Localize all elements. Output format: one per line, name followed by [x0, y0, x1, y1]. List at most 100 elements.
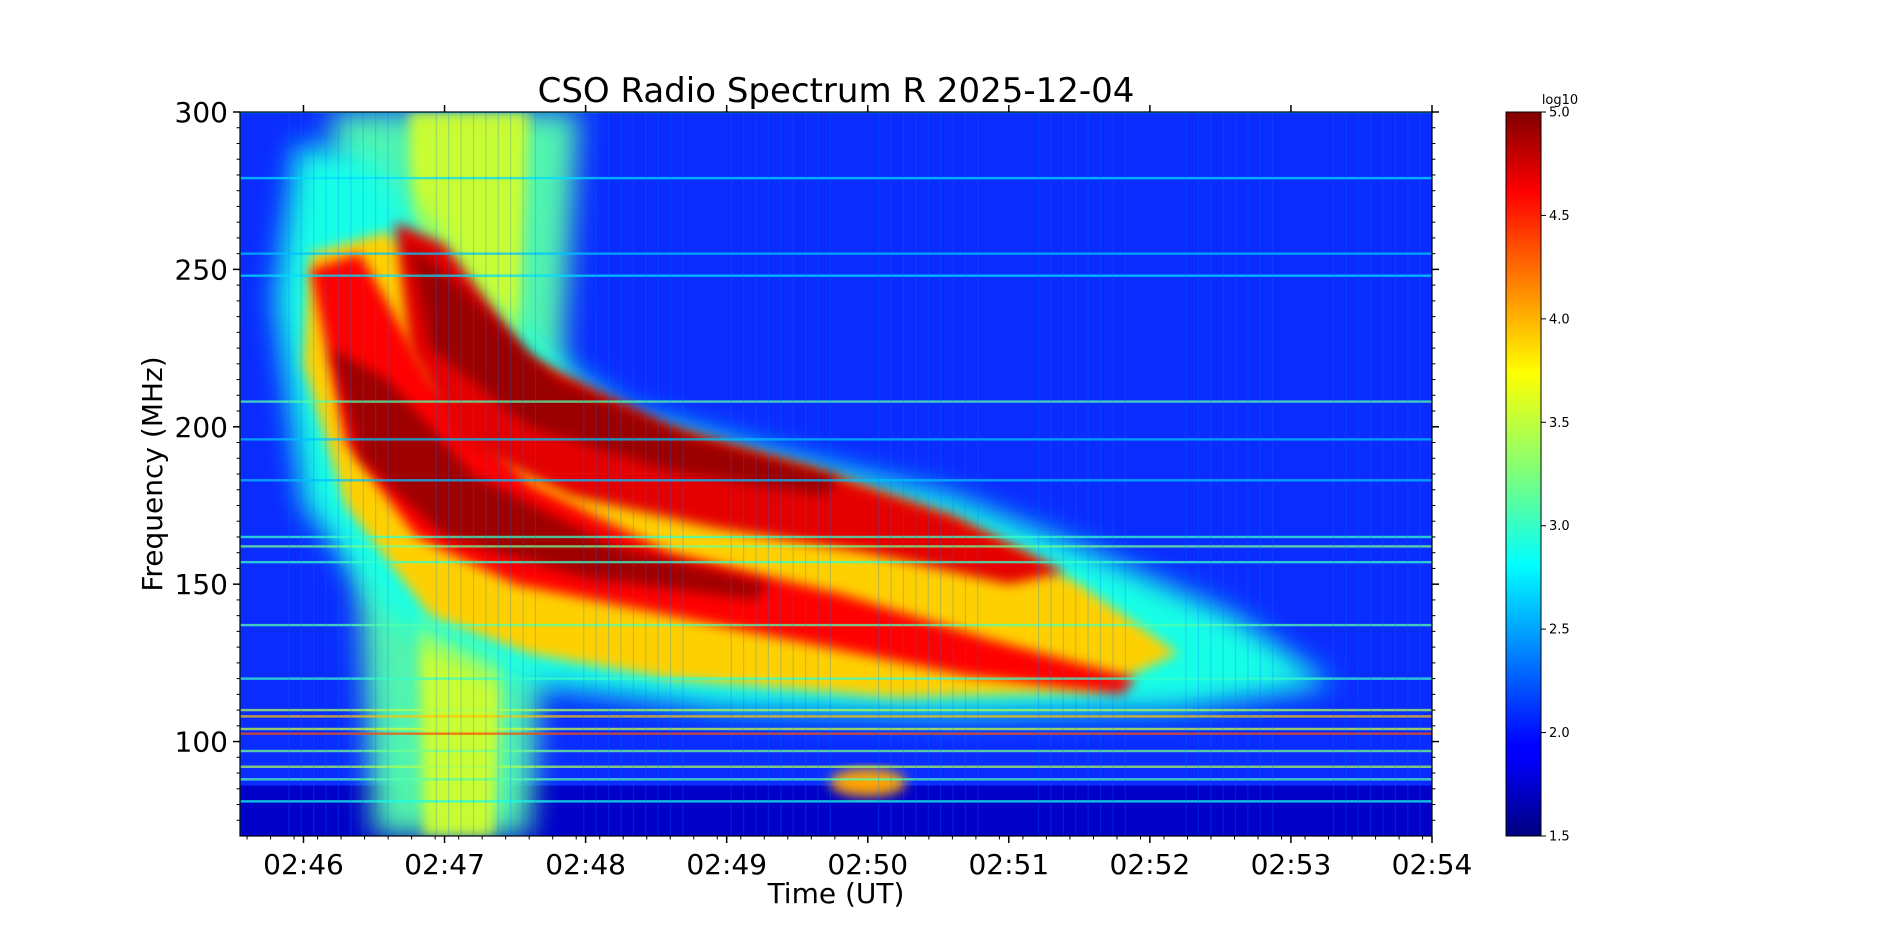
- time-striation: [964, 112, 967, 836]
- time-striation: [362, 112, 364, 836]
- time-striation: [1197, 112, 1199, 836]
- y-tick-label: 300: [175, 96, 228, 129]
- rfi-band: [240, 274, 1432, 277]
- rfi-band: [240, 708, 1432, 712]
- drift-lane-core-a: [331, 348, 769, 600]
- spectrogram-emission: [240, 112, 1432, 836]
- time-striation: [1037, 112, 1040, 836]
- time-striation: [534, 112, 537, 836]
- colorbar-tick-label: 3.5: [1549, 416, 1570, 431]
- time-striation: [817, 112, 819, 836]
- rfi-band: [240, 749, 1432, 753]
- x-tick-label: 02:53: [1251, 848, 1332, 881]
- time-striation: [682, 112, 684, 836]
- time-striation: [1222, 112, 1224, 836]
- time-striation: [337, 112, 340, 836]
- rfi-band: [240, 623, 1432, 627]
- time-striation: [1234, 112, 1237, 836]
- rfi-band: [240, 112, 1432, 114]
- rfi-band: [240, 479, 1432, 482]
- time-striation: [1185, 112, 1187, 836]
- time-striation: [1272, 112, 1274, 836]
- x-axis-label: Time (UT): [767, 877, 905, 910]
- time-striation: [1357, 112, 1359, 836]
- time-striation: [915, 112, 917, 836]
- time-striation: [1419, 112, 1421, 836]
- time-striation: [927, 112, 929, 836]
- time-striation: [1112, 112, 1114, 836]
- rfi-band: [240, 732, 1432, 735]
- time-striation: [1332, 112, 1335, 836]
- time-striation: [890, 112, 892, 836]
- time-striation: [485, 112, 487, 836]
- time-striation: [657, 112, 659, 836]
- time-striation: [792, 112, 794, 836]
- rfi-band: [240, 438, 1432, 441]
- time-striation: [448, 112, 450, 836]
- time-striation: [1345, 112, 1347, 836]
- x-axis: 02:46 02:47 02:48 02:49 02:50 02:51 02:52 02:53…: [246, 105, 1473, 881]
- x-tick-label: 02:51: [968, 848, 1049, 881]
- time-striation: [375, 112, 377, 836]
- rfi-band: [240, 176, 1432, 180]
- time-striation: [1259, 112, 1261, 836]
- rfi-band: [240, 778, 1432, 781]
- time-striation: [743, 112, 745, 836]
- drift-lane-core-b: [409, 244, 840, 497]
- time-striation: [620, 112, 622, 836]
- time-striation: [730, 112, 732, 836]
- time-striation: [435, 112, 437, 836]
- chart-title: CSO Radio Spectrum R 2025-12-04: [538, 71, 1135, 111]
- time-striation: [1394, 112, 1397, 836]
- x-tick-label: 02:46: [263, 848, 344, 881]
- time-striation: [878, 112, 880, 836]
- y-tick-label: 150: [175, 568, 228, 601]
- time-striation: [780, 112, 782, 836]
- time-striation: [350, 112, 352, 836]
- time-striation: [632, 112, 634, 836]
- time-striation: [902, 112, 905, 836]
- colorbar-tick-label: 3.0: [1549, 519, 1570, 534]
- time-striation: [300, 112, 302, 836]
- x-tick-label: 02:47: [404, 848, 485, 881]
- time-striation: [595, 112, 597, 836]
- time-striation: [952, 112, 954, 836]
- rfi-band: [240, 715, 1432, 718]
- time-striation: [497, 112, 499, 836]
- time-striation: [460, 112, 462, 836]
- time-striation: [1382, 112, 1384, 836]
- x-tick-label: 02:52: [1110, 848, 1191, 881]
- time-striation: [387, 112, 389, 836]
- rfi-band: [240, 677, 1432, 680]
- colorbar-tick-label: 4.5: [1549, 209, 1570, 224]
- colorbar-tick-label: 5.0: [1549, 106, 1570, 121]
- rfi-band: [240, 545, 1432, 548]
- time-striation: [1247, 112, 1249, 836]
- y-tick-label: 100: [175, 726, 228, 759]
- time-striation: [1075, 112, 1077, 836]
- colorbar-tick-label: 2.5: [1549, 623, 1570, 638]
- x-tick-label: 02:48: [545, 848, 626, 881]
- time-striation: [510, 112, 512, 836]
- y-axis-label: Frequency (MHz): [136, 356, 169, 591]
- y-tick-label: 250: [175, 253, 228, 286]
- time-striation: [583, 112, 585, 836]
- colorbar-tick-label: 4.0: [1549, 312, 1570, 327]
- y-tick-label: 200: [175, 411, 228, 444]
- time-striation: [325, 112, 327, 836]
- y-axis: 100 150 200 250 300: [175, 96, 1439, 821]
- time-striation: [805, 112, 807, 836]
- time-striation: [1210, 112, 1212, 836]
- rfi-band: [240, 727, 1432, 731]
- time-striation: [755, 112, 757, 836]
- time-striation: [313, 112, 315, 836]
- time-striation: [1099, 112, 1102, 836]
- time-striation: [669, 112, 672, 836]
- spectrogram-heatmap: [240, 112, 1432, 836]
- x-tick-label: 02:54: [1392, 848, 1473, 881]
- colorbar-gradient: [1505, 111, 1542, 837]
- rfi-band: [240, 560, 1432, 564]
- time-striation: [940, 112, 942, 836]
- drift-lane-fundamental: [310, 253, 1136, 695]
